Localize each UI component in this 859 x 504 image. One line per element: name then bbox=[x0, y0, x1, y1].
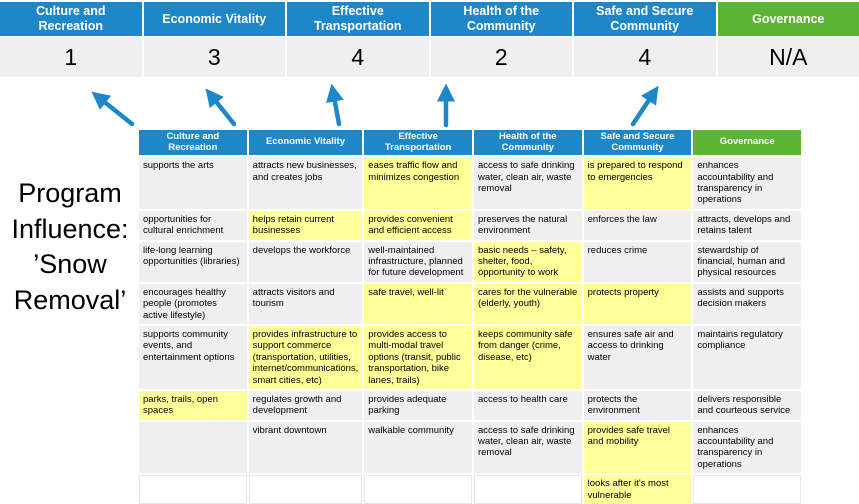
banner-score-safe-secure-community: 4 bbox=[574, 37, 716, 77]
matrix-cell: attracts visitors and tourism bbox=[249, 284, 363, 324]
matrix-cell bbox=[474, 475, 582, 504]
matrix-cell: provides infrastructure to support comme… bbox=[249, 326, 363, 389]
banner-score-health-community: 2 bbox=[431, 37, 573, 77]
matrix-cell: attracts new businesses, and creates job… bbox=[249, 157, 363, 209]
matrix-cell: vibrant downtown bbox=[249, 422, 363, 474]
matrix-header-governance: Governance bbox=[693, 130, 801, 155]
matrix-cell bbox=[364, 475, 472, 504]
matrix-cell: eases traffic flow and minimizes congest… bbox=[364, 157, 472, 209]
matrix-header-effective-transportation: Effective Transportation bbox=[364, 130, 472, 155]
banner-score-governance: N/A bbox=[718, 37, 859, 77]
program-label-line-4: Removal’ bbox=[2, 283, 138, 319]
matrix-cell: protects property bbox=[584, 284, 692, 324]
matrix-header-culture-and-recreation: Culture and Recreation bbox=[139, 130, 247, 155]
matrix-cell: looks after it's most vulnerable bbox=[584, 475, 692, 504]
matrix-cell: opportunities for cultural enrichment bbox=[139, 211, 247, 240]
matrix-header-health-of-the-community: Health of the Community bbox=[474, 130, 582, 155]
banner-header-governance: Governance bbox=[718, 2, 859, 36]
matrix-cell: provides adequate parking bbox=[364, 391, 472, 420]
banner-column-governance: Governance N/A bbox=[718, 2, 859, 77]
matrix-cell: attracts, develops and retains talent bbox=[693, 211, 801, 240]
matrix-cell: provides access to multi-modal travel op… bbox=[364, 326, 472, 389]
matrix-cell bbox=[139, 422, 247, 474]
matrix-cell: enforces the law bbox=[584, 211, 692, 240]
matrix-cell: delivers responsible and courteous servi… bbox=[693, 391, 801, 420]
matrix-cell: enhances accountability and transparency… bbox=[693, 422, 801, 474]
banner-column-safe-secure-community: Safe and Secure Community 4 bbox=[574, 2, 716, 77]
matrix-cell: protects the environment bbox=[584, 391, 692, 420]
matrix-cell: enhances accountability and transparency… bbox=[693, 157, 801, 209]
matrix-cell: parks, trails, open spaces bbox=[139, 391, 247, 420]
matrix-cell: access to safe drinking water, clean air… bbox=[474, 422, 582, 474]
arrow-effective-transportation-icon bbox=[334, 97, 339, 124]
matrix-cell: is prepared to respond to emergencies bbox=[584, 157, 692, 209]
arrow-safe-secure-community-icon bbox=[633, 97, 651, 124]
matrix-header-economic-vitality: Economic Vitality bbox=[249, 130, 363, 155]
banner-header-health-community: Health of the Community bbox=[431, 2, 573, 36]
matrix-cell bbox=[249, 475, 363, 504]
banner-score-economic-vitality: 3 bbox=[144, 37, 286, 77]
banner-header-effective-transportation: Effective Transportation bbox=[287, 2, 429, 36]
banner-header-culture-recreation: Culture and Recreation bbox=[0, 2, 142, 36]
matrix-cell: ensures safe air and access to drinking … bbox=[584, 326, 692, 389]
matrix-cell: maintains regulatory compliance bbox=[693, 326, 801, 389]
banner-score-culture-recreation: 1 bbox=[0, 37, 142, 77]
arrow-economic-vitality-icon bbox=[214, 99, 234, 124]
matrix-cell: basic needs – safety, shelter, food, opp… bbox=[474, 242, 582, 282]
program-influence-label: Program Influence: ’Snow Removal’ bbox=[2, 176, 138, 319]
matrix-cell: preserves the natural environment bbox=[474, 211, 582, 240]
influence-arrows bbox=[0, 78, 859, 132]
matrix-cell: develops the workforce bbox=[249, 242, 363, 282]
matrix-cell: encourages healthy people (promotes acti… bbox=[139, 284, 247, 324]
matrix-cell: provides convenient and efficient access bbox=[364, 211, 472, 240]
matrix-cell: access to safe drinking water, clean air… bbox=[474, 157, 582, 209]
matrix-cell: access to health care bbox=[474, 391, 582, 420]
banner-score-effective-transportation: 4 bbox=[287, 37, 429, 77]
matrix-cell bbox=[693, 475, 801, 504]
matrix-cell: assists and supports decision makers bbox=[693, 284, 801, 324]
matrix-cell bbox=[139, 475, 247, 504]
matrix-cell: provides safe travel and mobility bbox=[584, 422, 692, 474]
program-label-line-3: ’Snow bbox=[2, 247, 138, 283]
matrix-cell: keeps community safe from danger (crime,… bbox=[474, 326, 582, 389]
matrix-cell: cares for the vulnerable (elderly, youth… bbox=[474, 284, 582, 324]
matrix-cell: well-maintained infrastructure, planned … bbox=[364, 242, 472, 282]
program-label-line-1: Program bbox=[2, 176, 138, 212]
banner-header-safe-secure-community: Safe and Secure Community bbox=[574, 2, 716, 36]
arrow-culture-recreation-icon bbox=[102, 100, 132, 124]
matrix-cell: helps retain current businesses bbox=[249, 211, 363, 240]
matrix-cell: regulates growth and development bbox=[249, 391, 363, 420]
program-label-line-2: Influence: bbox=[2, 212, 138, 248]
matrix-cell: stewardship of financial, human and phys… bbox=[693, 242, 801, 282]
banner-column-effective-transportation: Effective Transportation 4 bbox=[287, 2, 429, 77]
banner-column-health-community: Health of the Community 2 bbox=[431, 2, 573, 77]
matrix-header-safe-and-secure-community: Safe and Secure Community bbox=[584, 130, 692, 155]
matrix-cell: reduces crime bbox=[584, 242, 692, 282]
matrix-cell: supports community events, and entertain… bbox=[139, 326, 247, 389]
matrix-cell: walkable community bbox=[364, 422, 472, 474]
matrix-cell: life-long learning opportunities (librar… bbox=[139, 242, 247, 282]
priority-banner: Culture and Recreation 1 Economic Vitali… bbox=[0, 2, 859, 77]
banner-column-economic-vitality: Economic Vitality 3 bbox=[144, 2, 286, 77]
matrix-cell: supports the arts bbox=[139, 157, 247, 209]
banner-column-culture-recreation: Culture and Recreation 1 bbox=[0, 2, 142, 77]
banner-header-economic-vitality: Economic Vitality bbox=[144, 2, 286, 36]
matrix-cell: safe travel, well-lit bbox=[364, 284, 472, 324]
